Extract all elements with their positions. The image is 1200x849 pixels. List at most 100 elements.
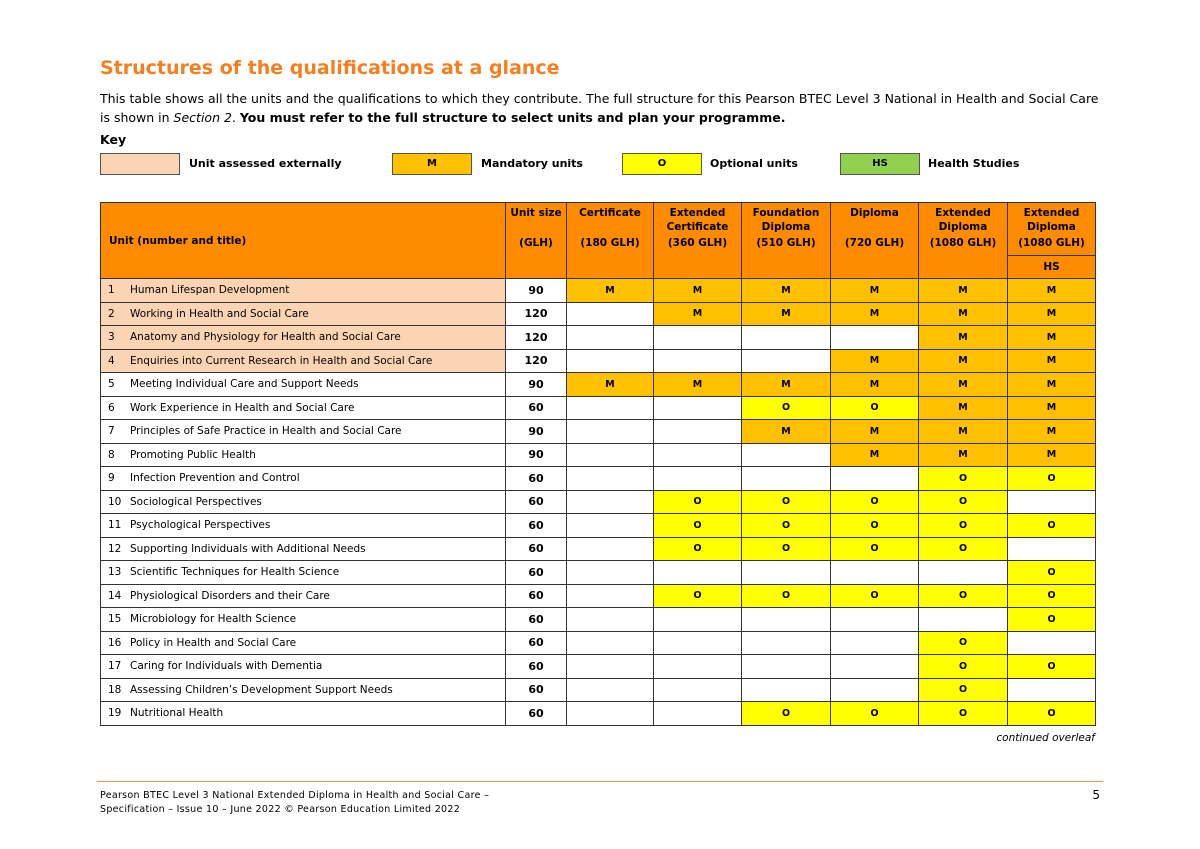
status-cell [830, 654, 919, 679]
status-cell: M [566, 278, 654, 303]
unit-cell: 16 Policy in Health and Social Care [100, 630, 506, 655]
status-cell [653, 560, 742, 585]
intro: This table shows all the units and the q… [100, 89, 1100, 127]
unit-cell: 5 Meeting Individual Care and Support Nee… [100, 372, 506, 397]
key-swatch: O [622, 153, 702, 175]
status-cell: O [741, 395, 831, 420]
unit-row: 4 Enquiries into Current Research in Heal… [100, 348, 1096, 373]
header-cell: Extended Diploma (1080 GLH) [1007, 202, 1096, 256]
status-cell: M [741, 301, 831, 326]
status-cell [1007, 536, 1096, 561]
unit-title: Assessing Children’s Development Support… [130, 683, 393, 696]
header-cell: Unit (number and title) [100, 202, 506, 279]
unit-cell: 2 Working in Health and Social Care [100, 301, 506, 326]
status-cell: M [830, 419, 919, 444]
status-cell: M [918, 348, 1008, 373]
unit-size: 90 [505, 278, 567, 303]
status-cell: M [830, 348, 919, 373]
status-cell: M [918, 278, 1008, 303]
status-cell: M [1007, 348, 1096, 373]
unit-size: 60 [505, 395, 567, 420]
status-cell: M [741, 372, 831, 397]
unit-size: 120 [505, 348, 567, 373]
status-cell [830, 560, 919, 585]
header-glh: (180 GLH) [580, 237, 640, 249]
unit-title: Work Experience in Health and Social Car… [130, 401, 355, 414]
status-cell: M [918, 372, 1008, 397]
status-cell [741, 466, 831, 491]
unit-title: Nutritional Health [130, 707, 224, 720]
status-cell [653, 654, 742, 679]
unit-number: 10 [108, 495, 122, 508]
unit-row: 13 Scientific Techniques for Health Scien… [100, 560, 1096, 585]
status-cell: O [1007, 654, 1096, 679]
status-cell [653, 701, 742, 726]
unit-title: Sociological Perspectives [130, 495, 262, 508]
unit-number: 3 [108, 331, 115, 344]
status-cell: M [918, 395, 1008, 420]
unit-title: Physiological Disorders and their Care [130, 589, 330, 602]
unit-number: 17 [108, 660, 122, 673]
unit-title: Scientific Techniques for Health Science [130, 566, 340, 579]
status-cell [566, 583, 654, 608]
header-name: Certificate [579, 207, 641, 219]
status-cell: M [830, 301, 919, 326]
unit-size: 60 [505, 583, 567, 608]
status-cell: O [653, 583, 742, 608]
status-cell: M [1007, 372, 1096, 397]
unit-row: 9 Infection Prevention and Control 60 O O [100, 466, 1096, 491]
status-cell: M [653, 301, 742, 326]
footer: Pearson BTEC Level 3 National Extended D… [100, 789, 489, 817]
header-name: Extended Diploma [935, 207, 991, 233]
status-cell: O [830, 513, 919, 538]
unit-number: 5 [108, 378, 115, 391]
status-cell [566, 701, 654, 726]
status-cell: O [741, 513, 831, 538]
unit-title: Principles of Safe Practice in Health an… [130, 425, 402, 438]
status-cell: M [741, 419, 831, 444]
status-cell: M [918, 325, 1008, 350]
unit-row: 19 Nutritional Health 60 O O O O [100, 701, 1096, 726]
header-name: Extended Diploma [1023, 207, 1080, 233]
unit-number: 11 [108, 519, 122, 532]
header-cell: Diploma (720 GLH) [830, 202, 919, 279]
status-cell [653, 395, 742, 420]
unit-title: Anatomy and Physiology for Health and So… [130, 331, 401, 344]
header-glh: (1080 GLH) [929, 237, 997, 249]
status-cell: O [1007, 701, 1096, 726]
key-label: Health Studies [928, 157, 1020, 170]
unit-row: 7 Principles of Safe Practice in Health a… [100, 419, 1096, 444]
unit-size: 90 [505, 372, 567, 397]
unit-number: 19 [108, 707, 122, 720]
unit-number: 8 [108, 448, 115, 461]
unit-title: Promoting Public Health [130, 448, 256, 461]
status-cell [830, 677, 919, 702]
emphasis: You must refer to the full structure to … [239, 110, 786, 125]
unit-cell: 12 Supporting Individuals with Additional… [100, 536, 506, 561]
period: . [231, 110, 236, 125]
header-name: Foundation Diploma [752, 207, 820, 233]
unit-size: 60 [505, 560, 567, 585]
status-cell [653, 630, 742, 655]
status-cell [741, 560, 831, 585]
status-cell [566, 677, 654, 702]
status-cell: O [741, 583, 831, 608]
status-cell [1007, 630, 1096, 655]
status-cell: O [830, 701, 919, 726]
key-label: Mandatory units [481, 157, 583, 170]
unit-cell: 14 Physiological Disorders and their Care [100, 583, 506, 608]
status-cell: O [653, 513, 742, 538]
status-cell [741, 325, 831, 350]
unit-size: 60 [505, 677, 567, 702]
status-cell: O [918, 630, 1008, 655]
status-cell: O [918, 677, 1008, 702]
status-cell: O [1007, 466, 1096, 491]
header-glh: (1080 GLH) [1018, 237, 1085, 249]
status-cell [918, 560, 1008, 585]
unit-number: 1 [108, 284, 115, 297]
unit-cell: 19 Nutritional Health [100, 701, 506, 726]
unit-number: 7 [108, 425, 115, 438]
unit-title: Microbiology for Health Science [130, 613, 297, 626]
status-cell: O [830, 395, 919, 420]
